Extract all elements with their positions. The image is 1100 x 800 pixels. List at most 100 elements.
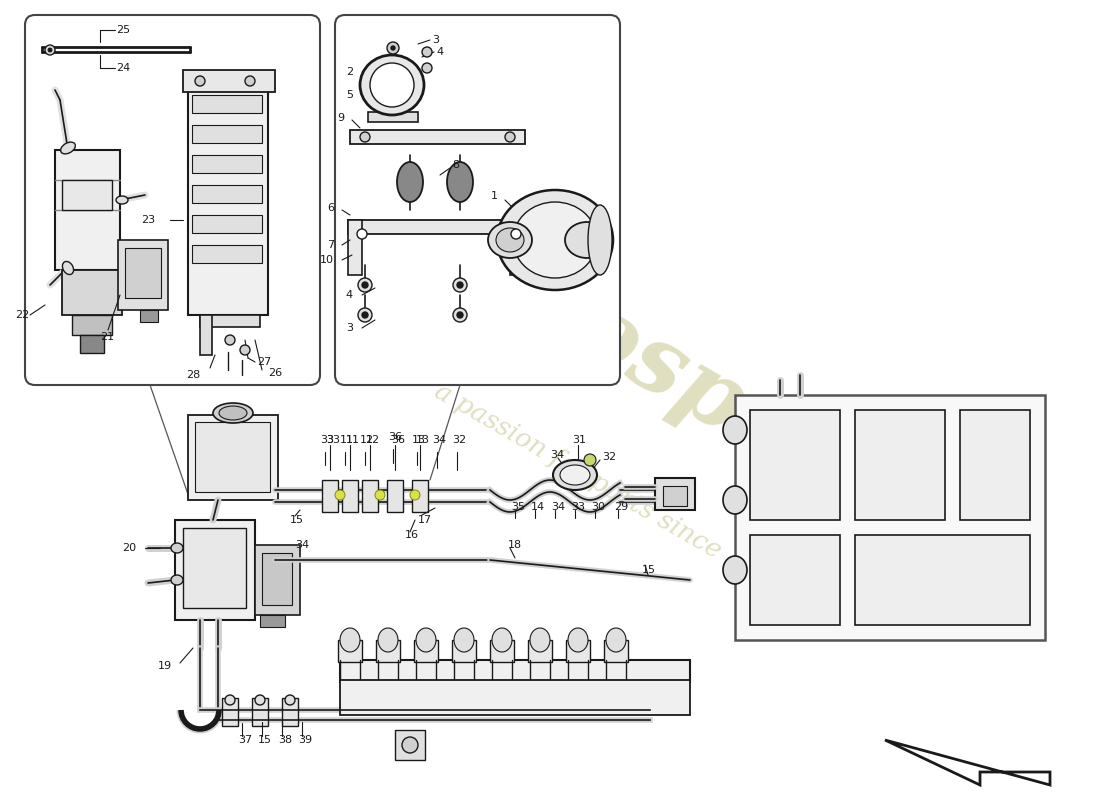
Bar [750,535,840,625]
Ellipse shape [454,628,474,652]
Bar [322,480,338,512]
Circle shape [358,308,372,322]
Circle shape [255,695,265,705]
Text: 32: 32 [602,452,616,462]
Circle shape [285,695,295,705]
Bar [252,698,268,726]
Bar [340,660,690,682]
Bar [192,185,262,203]
Bar [412,480,428,512]
Bar [62,270,122,315]
Bar [192,245,262,263]
Text: 2: 2 [345,67,353,77]
Text: 31: 31 [572,435,586,445]
Bar [604,640,628,662]
Bar [80,335,104,353]
Text: 25: 25 [116,25,130,35]
Bar [192,155,262,173]
Bar [348,220,522,234]
Text: 30: 30 [591,502,605,512]
Ellipse shape [378,628,398,652]
Text: 11: 11 [346,435,360,445]
Bar [195,422,270,492]
Bar [654,478,695,510]
Circle shape [48,48,52,52]
Bar [183,70,275,92]
Circle shape [422,47,432,57]
Text: 23: 23 [141,215,155,225]
Bar [192,95,262,113]
Text: 34: 34 [550,450,564,460]
Ellipse shape [513,202,597,278]
Text: 21: 21 [100,332,114,342]
Circle shape [422,63,432,73]
Polygon shape [886,740,1050,785]
Circle shape [390,46,395,50]
FancyBboxPatch shape [25,15,320,385]
Text: 34: 34 [432,435,447,445]
Text: 3: 3 [432,35,439,45]
Circle shape [505,132,515,142]
Ellipse shape [723,486,747,514]
Bar [735,395,1045,640]
Bar [387,480,403,512]
Ellipse shape [63,262,74,274]
Circle shape [410,490,420,500]
Ellipse shape [340,628,360,652]
Text: 32: 32 [452,435,466,445]
Bar [414,640,438,662]
Circle shape [402,737,418,753]
Ellipse shape [553,460,597,490]
Ellipse shape [397,162,424,202]
Ellipse shape [497,190,613,290]
Bar [200,315,260,327]
Circle shape [336,490,345,500]
Ellipse shape [488,222,532,258]
Circle shape [456,282,463,288]
Text: 24: 24 [116,63,130,73]
Bar [566,640,590,662]
Text: 33: 33 [571,502,585,512]
Bar [348,220,362,275]
Ellipse shape [723,556,747,584]
Text: 15: 15 [642,565,656,575]
Bar [362,480,378,512]
Ellipse shape [416,628,436,652]
Ellipse shape [496,228,524,252]
Bar [452,640,476,662]
Circle shape [456,312,463,318]
Text: 12: 12 [360,435,374,445]
Bar [188,415,278,500]
Bar [118,240,168,310]
Text: 18: 18 [508,540,522,550]
Text: 22: 22 [15,310,30,320]
Bar [960,410,1030,520]
Ellipse shape [530,628,550,652]
Bar [125,248,161,298]
Text: a passion for parts since 1985: a passion for parts since 1985 [429,378,791,602]
Circle shape [387,42,399,54]
Bar [342,480,358,512]
Ellipse shape [492,628,512,652]
Text: 36: 36 [390,435,405,445]
Bar [72,315,112,335]
Text: 28: 28 [186,370,200,380]
Text: 20: 20 [122,543,136,553]
Text: 7: 7 [327,240,334,250]
Text: 37: 37 [238,735,252,745]
Ellipse shape [565,222,609,258]
Text: 17: 17 [418,515,432,525]
Text: 33: 33 [326,435,340,445]
Circle shape [358,278,372,292]
Text: 6: 6 [327,203,334,213]
Bar [282,698,298,726]
Text: 13: 13 [412,435,426,445]
Bar [260,615,285,627]
Circle shape [360,132,370,142]
Bar [222,698,238,726]
Text: 27: 27 [257,357,272,367]
Bar [750,410,840,520]
Bar [192,125,262,143]
Text: 15: 15 [290,515,304,525]
Circle shape [453,308,468,322]
